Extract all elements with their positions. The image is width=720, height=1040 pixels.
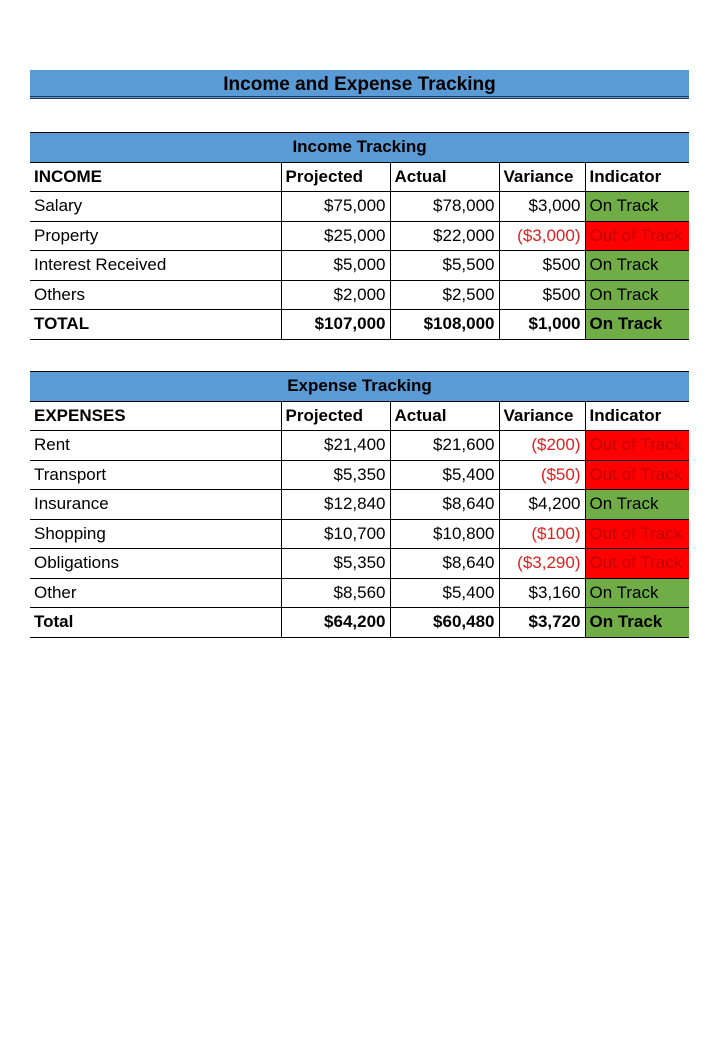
row-projected[interactable]: $8,560 <box>280 578 390 608</box>
header-actual: Actual <box>389 401 499 431</box>
income-table-title: Income Tracking <box>30 132 690 163</box>
row-variance[interactable]: ($3,290) <box>498 548 585 579</box>
total-variance[interactable]: $3,720 <box>498 607 585 638</box>
row-indicator[interactable]: Out of Track <box>584 430 689 461</box>
row-projected[interactable]: $21,400 <box>280 430 390 461</box>
row-indicator[interactable]: Out of Track <box>584 519 689 549</box>
row-indicator[interactable]: On Track <box>584 191 690 222</box>
row-label[interactable]: Others <box>30 280 281 310</box>
row-actual[interactable]: $5,400 <box>389 578 499 608</box>
row-label[interactable]: Salary <box>30 191 281 222</box>
total-indicator[interactable]: On Track <box>584 607 689 638</box>
row-actual[interactable]: $5,500 <box>389 250 499 281</box>
expense-table-title-row: Expense Tracking <box>30 371 689 402</box>
row-projected[interactable]: $25,000 <box>280 221 390 251</box>
row-indicator[interactable]: Out of Track <box>584 548 689 579</box>
header-label: INCOME <box>30 162 281 192</box>
row-label[interactable]: Shopping <box>30 519 281 549</box>
row-label[interactable]: Property <box>30 221 281 251</box>
table-row: Rent $21,400 $21,600 ($200) Out of Track <box>30 430 689 461</box>
page-title: Income and Expense Tracking <box>30 70 689 99</box>
row-variance[interactable]: $4,200 <box>498 489 585 520</box>
row-label[interactable]: Obligations <box>30 548 281 579</box>
header-actual: Actual <box>389 162 499 192</box>
total-label[interactable]: Total <box>30 607 281 638</box>
row-actual[interactable]: $21,600 <box>389 430 499 461</box>
income-header-row: INCOME Projected Actual Variance Indicat… <box>30 162 690 192</box>
table-row: Interest Received $5,000 $5,500 $500 On … <box>30 250 690 281</box>
expense-table-body: Expense Tracking EXPENSES Projected Actu… <box>30 371 689 638</box>
row-variance[interactable]: ($50) <box>498 460 585 490</box>
table-row: Shopping $10,700 $10,800 ($100) Out of T… <box>30 519 689 549</box>
row-variance[interactable]: ($200) <box>498 430 585 461</box>
total-projected[interactable]: $107,000 <box>280 309 390 340</box>
header-variance: Variance <box>498 162 585 192</box>
row-indicator[interactable]: Out of Track <box>584 460 689 490</box>
row-variance[interactable]: $3,160 <box>498 578 585 608</box>
row-indicator[interactable]: On Track <box>584 250 690 281</box>
row-label[interactable]: Other <box>30 578 281 608</box>
table-row: Others $2,000 $2,500 $500 On Track <box>30 280 690 310</box>
expense-table: Expense Tracking EXPENSES Projected Actu… <box>30 371 689 638</box>
row-projected[interactable]: $75,000 <box>280 191 390 222</box>
row-projected[interactable]: $5,000 <box>280 250 390 281</box>
header-projected: Projected <box>280 162 390 192</box>
header-indicator: Indicator <box>584 401 689 431</box>
row-label[interactable]: Rent <box>30 430 281 461</box>
header-projected: Projected <box>280 401 390 431</box>
row-variance[interactable]: $500 <box>498 280 585 310</box>
row-variance[interactable]: $3,000 <box>498 191 585 222</box>
row-actual[interactable]: $22,000 <box>389 221 499 251</box>
row-actual[interactable]: $5,400 <box>389 460 499 490</box>
total-indicator[interactable]: On Track <box>584 309 690 340</box>
row-actual[interactable]: $8,640 <box>389 548 499 579</box>
row-label[interactable]: Transport <box>30 460 281 490</box>
expense-table-title: Expense Tracking <box>30 371 689 402</box>
table-row: Insurance $12,840 $8,640 $4,200 On Track <box>30 489 689 520</box>
income-total-row: TOTAL $107,000 $108,000 $1,000 On Track <box>30 309 690 340</box>
income-table-title-row: Income Tracking <box>30 132 690 163</box>
total-label[interactable]: TOTAL <box>30 309 281 340</box>
row-label[interactable]: Insurance <box>30 489 281 520</box>
total-projected[interactable]: $64,200 <box>280 607 390 638</box>
table-row: Salary $75,000 $78,000 $3,000 On Track <box>30 191 690 222</box>
row-variance[interactable]: ($100) <box>498 519 585 549</box>
row-indicator[interactable]: On Track <box>584 578 689 608</box>
expense-total-row: Total $64,200 $60,480 $3,720 On Track <box>30 607 689 638</box>
row-indicator[interactable]: Out of Track <box>584 221 690 251</box>
income-table-body: Income Tracking INCOME Projected Actual … <box>30 132 690 340</box>
header-label: EXPENSES <box>30 401 281 431</box>
total-actual[interactable]: $108,000 <box>389 309 499 340</box>
row-actual[interactable]: $8,640 <box>389 489 499 520</box>
row-indicator[interactable]: On Track <box>584 280 690 310</box>
table-row: Transport $5,350 $5,400 ($50) Out of Tra… <box>30 460 689 490</box>
total-variance[interactable]: $1,000 <box>498 309 585 340</box>
income-table: Income Tracking INCOME Projected Actual … <box>30 132 690 340</box>
row-projected[interactable]: $5,350 <box>280 460 390 490</box>
row-actual[interactable]: $2,500 <box>389 280 499 310</box>
table-row: Other $8,560 $5,400 $3,160 On Track <box>30 578 689 608</box>
table-row: Property $25,000 $22,000 ($3,000) Out of… <box>30 221 690 251</box>
row-actual[interactable]: $78,000 <box>389 191 499 222</box>
total-actual[interactable]: $60,480 <box>389 607 499 638</box>
header-indicator: Indicator <box>584 162 690 192</box>
row-label[interactable]: Interest Received <box>30 250 281 281</box>
row-projected[interactable]: $10,700 <box>280 519 390 549</box>
table-row: Obligations $5,350 $8,640 ($3,290) Out o… <box>30 548 689 579</box>
row-projected[interactable]: $2,000 <box>280 280 390 310</box>
expense-header-row: EXPENSES Projected Actual Variance Indic… <box>30 401 689 431</box>
row-projected[interactable]: $12,840 <box>280 489 390 520</box>
row-projected[interactable]: $5,350 <box>280 548 390 579</box>
row-variance[interactable]: ($3,000) <box>498 221 585 251</box>
header-variance: Variance <box>498 401 585 431</box>
row-indicator[interactable]: On Track <box>584 489 689 520</box>
row-actual[interactable]: $10,800 <box>389 519 499 549</box>
row-variance[interactable]: $500 <box>498 250 585 281</box>
